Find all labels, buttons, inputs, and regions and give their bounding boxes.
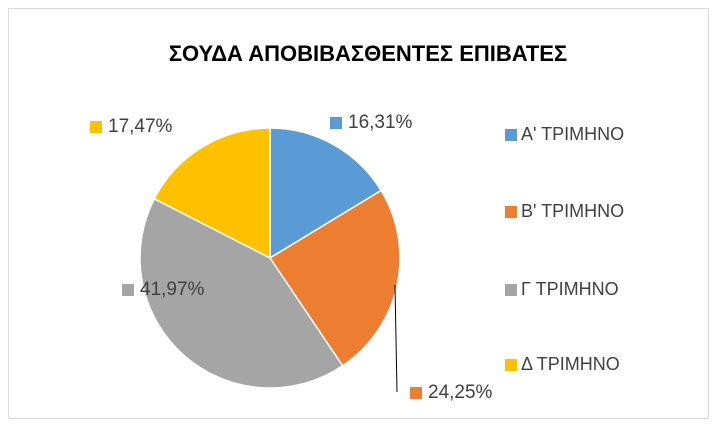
pie-slice bbox=[268, 189, 401, 367]
data-label: 17,47% bbox=[108, 116, 173, 137]
leader-line bbox=[394, 284, 398, 393]
data-label: 41,97% bbox=[140, 279, 205, 300]
legend-swatch bbox=[505, 284, 517, 296]
label-swatch bbox=[330, 117, 342, 129]
label-swatch bbox=[122, 284, 134, 296]
legend-label: Γ ΤΡΙΜΗΝΟ bbox=[521, 279, 619, 299]
pie-slice bbox=[269, 127, 383, 260]
legend-swatch bbox=[505, 206, 517, 218]
legend-label: Δ ΤΡΙΜΗΝΟ bbox=[521, 354, 620, 374]
legend-swatch bbox=[505, 359, 517, 371]
data-label: 16,31% bbox=[348, 112, 413, 133]
legend-label: Α' ΤΡΙΜΗΝΟ bbox=[521, 124, 624, 144]
chart-title: ΣΟΥΔΑ ΑΠΟΒΙΒΑΣΘΕΝΤΕΣ ΕΠΙΒΑΤΕΣ bbox=[169, 41, 567, 66]
pie-slice bbox=[139, 197, 344, 389]
legend-swatch bbox=[505, 129, 517, 141]
pie-slice bbox=[153, 127, 271, 260]
data-label: 24,25% bbox=[428, 382, 493, 403]
legend-label: Β' ΤΡΙΜΗΝΟ bbox=[521, 201, 624, 221]
label-swatch bbox=[410, 387, 422, 399]
label-swatch bbox=[90, 121, 102, 133]
